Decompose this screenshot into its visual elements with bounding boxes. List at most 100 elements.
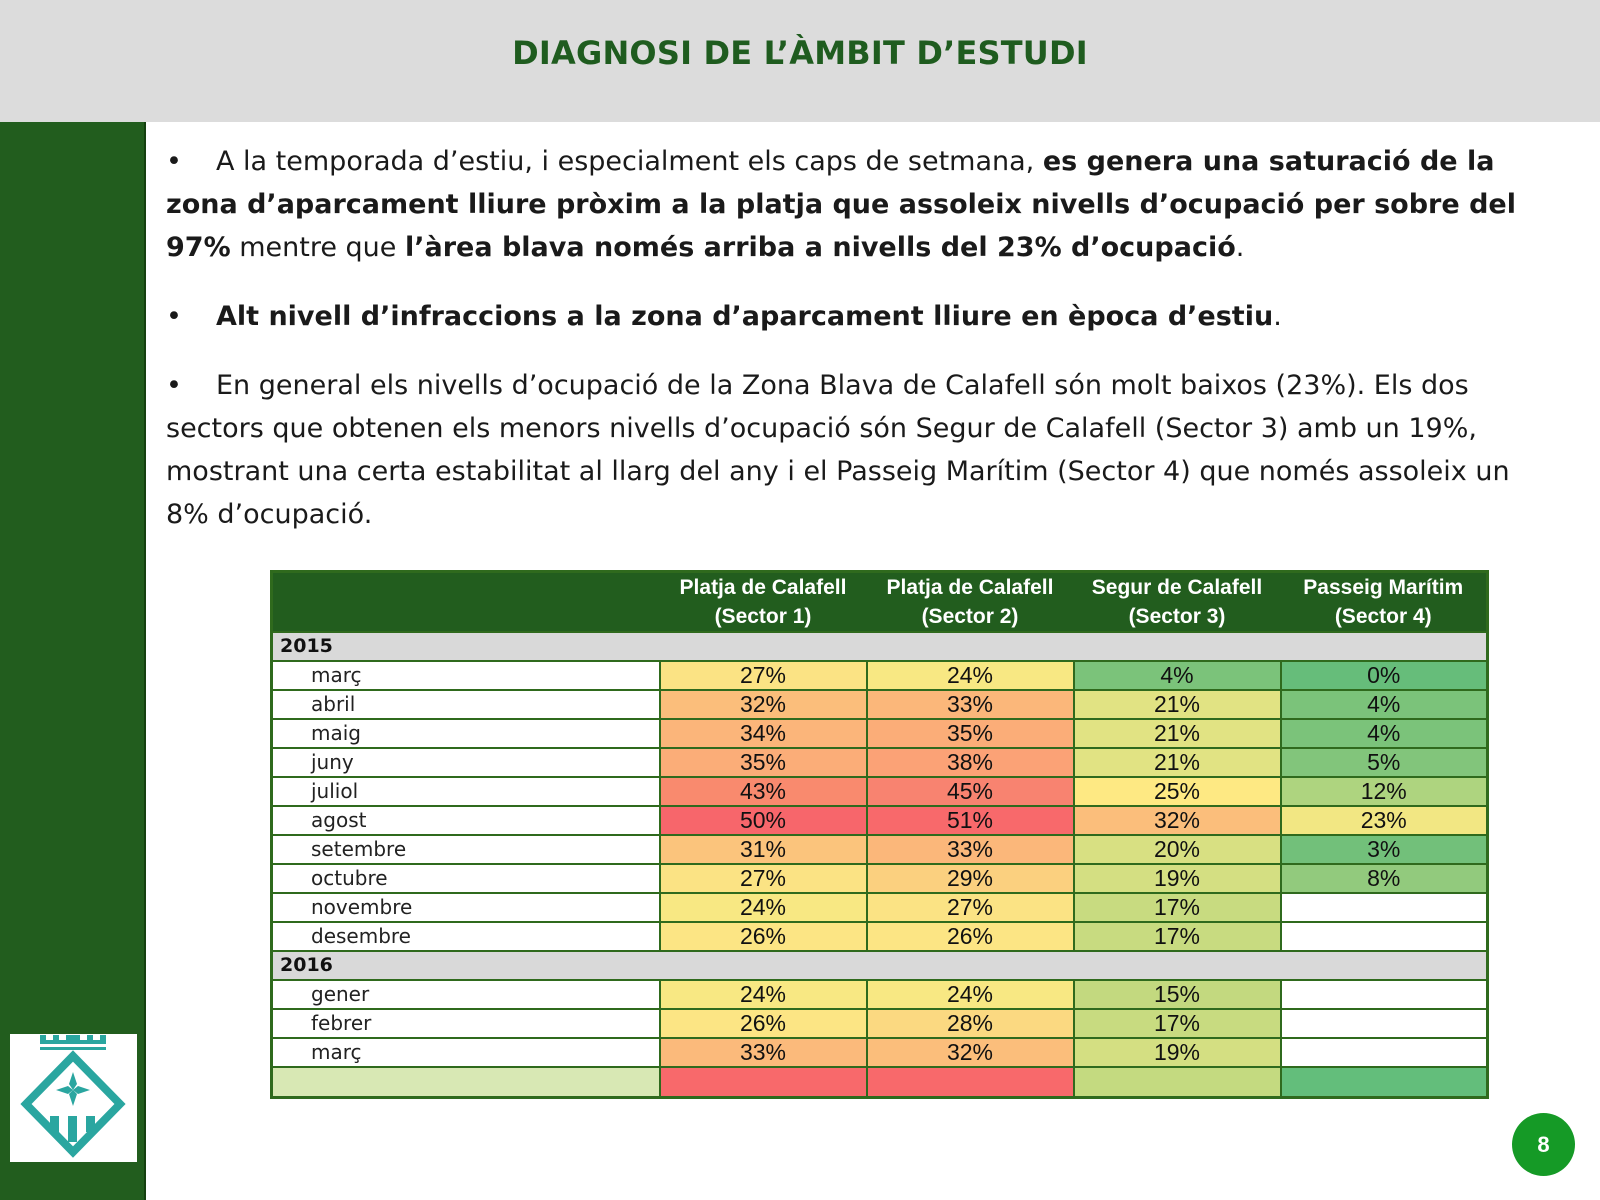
value-cell-sector-1: 26% xyxy=(658,1008,868,1039)
value-cell-sector-3: 17% xyxy=(1072,1008,1282,1039)
month-cell: desembre xyxy=(270,921,661,952)
year-row: 2015 xyxy=(270,631,1489,662)
year-row: 2016 xyxy=(270,950,1489,981)
table-row: juliol 43% 45% 25% 12% xyxy=(270,776,1489,807)
month-cell: juny xyxy=(270,747,661,778)
value-cell-sector-1: 31% xyxy=(658,834,868,865)
bullet-1-text: A la temporada d’estiu, i especialment e… xyxy=(216,146,1043,177)
totals-cell-sector-4 xyxy=(1279,1066,1489,1099)
year-label: 2015 xyxy=(270,631,1489,662)
value-cell-sector-4: 12% xyxy=(1279,776,1489,807)
header-sector-1: Platja de Calafell (Sector 1) xyxy=(659,571,867,632)
value-cell-sector-2: 33% xyxy=(865,834,1075,865)
calafell-crest-icon xyxy=(10,1034,137,1162)
value-cell-sector-3: 19% xyxy=(1072,863,1282,894)
value-cell-sector-2: 35% xyxy=(865,718,1075,749)
bullet-dot: • xyxy=(166,146,182,177)
bullet-2: • Alt nivell d’infraccions a la zona d’ap… xyxy=(166,295,1546,338)
value-cell-sector-3: 21% xyxy=(1072,747,1282,778)
bullet-3-text: En general els nivells d’ocupació de la … xyxy=(166,370,1510,530)
table-row: agost 50% 51% 32% 23% xyxy=(270,805,1489,836)
month-cell: abril xyxy=(270,689,661,720)
table-row: març 27% 24% 4% 0% xyxy=(270,660,1489,691)
occupancy-table: Platja de Calafell (Sector 1) Platja de C… xyxy=(270,570,1489,1099)
value-cell-sector-4: 8% xyxy=(1279,863,1489,894)
table-row: gener 24% 24% 15% xyxy=(270,979,1489,1010)
value-cell-sector-1: 27% xyxy=(658,660,868,691)
table-row: octubre 27% 29% 19% 8% xyxy=(270,863,1489,894)
value-cell-sector-4: 23% xyxy=(1279,805,1489,836)
month-cell: agost xyxy=(270,805,661,836)
value-cell-sector-4 xyxy=(1279,1037,1489,1068)
table-row: desembre 26% 26% 17% xyxy=(270,921,1489,952)
value-cell-sector-1: 43% xyxy=(658,776,868,807)
value-cell-sector-4: 5% xyxy=(1279,747,1489,778)
value-cell-sector-3: 25% xyxy=(1072,776,1282,807)
value-cell-sector-2: 29% xyxy=(865,863,1075,894)
month-cell: setembre xyxy=(270,834,661,865)
value-cell-sector-3: 21% xyxy=(1072,718,1282,749)
month-cell: novembre xyxy=(270,892,661,923)
table-row: juny 35% 38% 21% 5% xyxy=(270,747,1489,778)
month-cell: gener xyxy=(270,979,661,1010)
table-row: abril 32% 33% 21% 4% xyxy=(270,689,1489,720)
bullet-1-bold-2: l’àrea blava només arriba a nivells del … xyxy=(404,232,1236,263)
value-cell-sector-4: 4% xyxy=(1279,689,1489,720)
page-number-badge: 8 xyxy=(1512,1113,1575,1176)
value-cell-sector-2: 38% xyxy=(865,747,1075,778)
value-cell-sector-2: 24% xyxy=(865,660,1075,691)
bullet-3: • En general els nivells d’ocupació de la… xyxy=(166,364,1546,536)
header-sector-4: Passeig Marítim (Sector 4) xyxy=(1280,571,1488,632)
table-row: març 33% 32% 19% xyxy=(270,1037,1489,1068)
year-label: 2016 xyxy=(270,950,1489,981)
value-cell-sector-4 xyxy=(1279,1008,1489,1039)
value-cell-sector-1: 34% xyxy=(658,718,868,749)
value-cell-sector-2: 26% xyxy=(865,921,1075,952)
value-cell-sector-2: 27% xyxy=(865,892,1075,923)
bullet-dot: • xyxy=(166,301,182,332)
bullet-1-text-3: . xyxy=(1235,232,1245,263)
value-cell-sector-2: 24% xyxy=(865,979,1075,1010)
month-cell: març xyxy=(270,660,661,691)
value-cell-sector-1: 50% xyxy=(658,805,868,836)
table-row: febrer 26% 28% 17% xyxy=(270,1008,1489,1039)
bullet-list: • A la temporada d’estiu, i especialment … xyxy=(166,140,1546,562)
header-sector-2: Platja de Calafell (Sector 2) xyxy=(866,571,1074,632)
totals-label-cell xyxy=(270,1066,661,1099)
value-cell-sector-2: 32% xyxy=(865,1037,1075,1068)
value-cell-sector-1: 32% xyxy=(658,689,868,720)
bullet-2-bold: Alt nivell d’infraccions a la zona d’apa… xyxy=(216,301,1274,332)
value-cell-sector-3: 20% xyxy=(1072,834,1282,865)
table-row: novembre 24% 27% 17% xyxy=(270,892,1489,923)
table-row: maig 34% 35% 21% 4% xyxy=(270,718,1489,749)
value-cell-sector-4 xyxy=(1279,921,1489,952)
month-cell: març xyxy=(270,1037,661,1068)
header-bar xyxy=(0,0,1600,122)
value-cell-sector-4 xyxy=(1279,979,1489,1010)
totals-cell-sector-3 xyxy=(1072,1066,1282,1099)
value-cell-sector-3: 4% xyxy=(1072,660,1282,691)
value-cell-sector-3: 17% xyxy=(1072,892,1282,923)
bullet-1-bold: es genera una saturació de la zona d’apa… xyxy=(166,146,1516,263)
totals-cell-sector-1 xyxy=(658,1066,868,1099)
value-cell-sector-4: 0% xyxy=(1279,660,1489,691)
bullet-1: • A la temporada d’estiu, i especialment … xyxy=(166,140,1546,269)
header-empty xyxy=(271,571,660,632)
totals-row xyxy=(270,1066,1489,1099)
page-title: DIAGNOSI DE L’ÀMBIT D’ESTUDI xyxy=(512,34,1088,72)
month-cell: maig xyxy=(270,718,661,749)
month-cell: juliol xyxy=(270,776,661,807)
value-cell-sector-3: 32% xyxy=(1072,805,1282,836)
table-row: setembre 31% 33% 20% 3% xyxy=(270,834,1489,865)
bullet-1-text-2: mentre que xyxy=(230,232,405,263)
value-cell-sector-1: 26% xyxy=(658,921,868,952)
value-cell-sector-4: 4% xyxy=(1279,718,1489,749)
month-cell: febrer xyxy=(270,1008,661,1039)
calafell-crest-svg xyxy=(20,1035,126,1158)
value-cell-sector-1: 33% xyxy=(658,1037,868,1068)
value-cell-sector-3: 19% xyxy=(1072,1037,1282,1068)
bullet-2-text: . xyxy=(1273,301,1282,332)
table-header-row: Platja de Calafell (Sector 1) Platja de C… xyxy=(271,571,1488,632)
header-sector-3: Segur de Calafell (Sector 3) xyxy=(1073,571,1281,632)
value-cell-sector-4 xyxy=(1279,892,1489,923)
